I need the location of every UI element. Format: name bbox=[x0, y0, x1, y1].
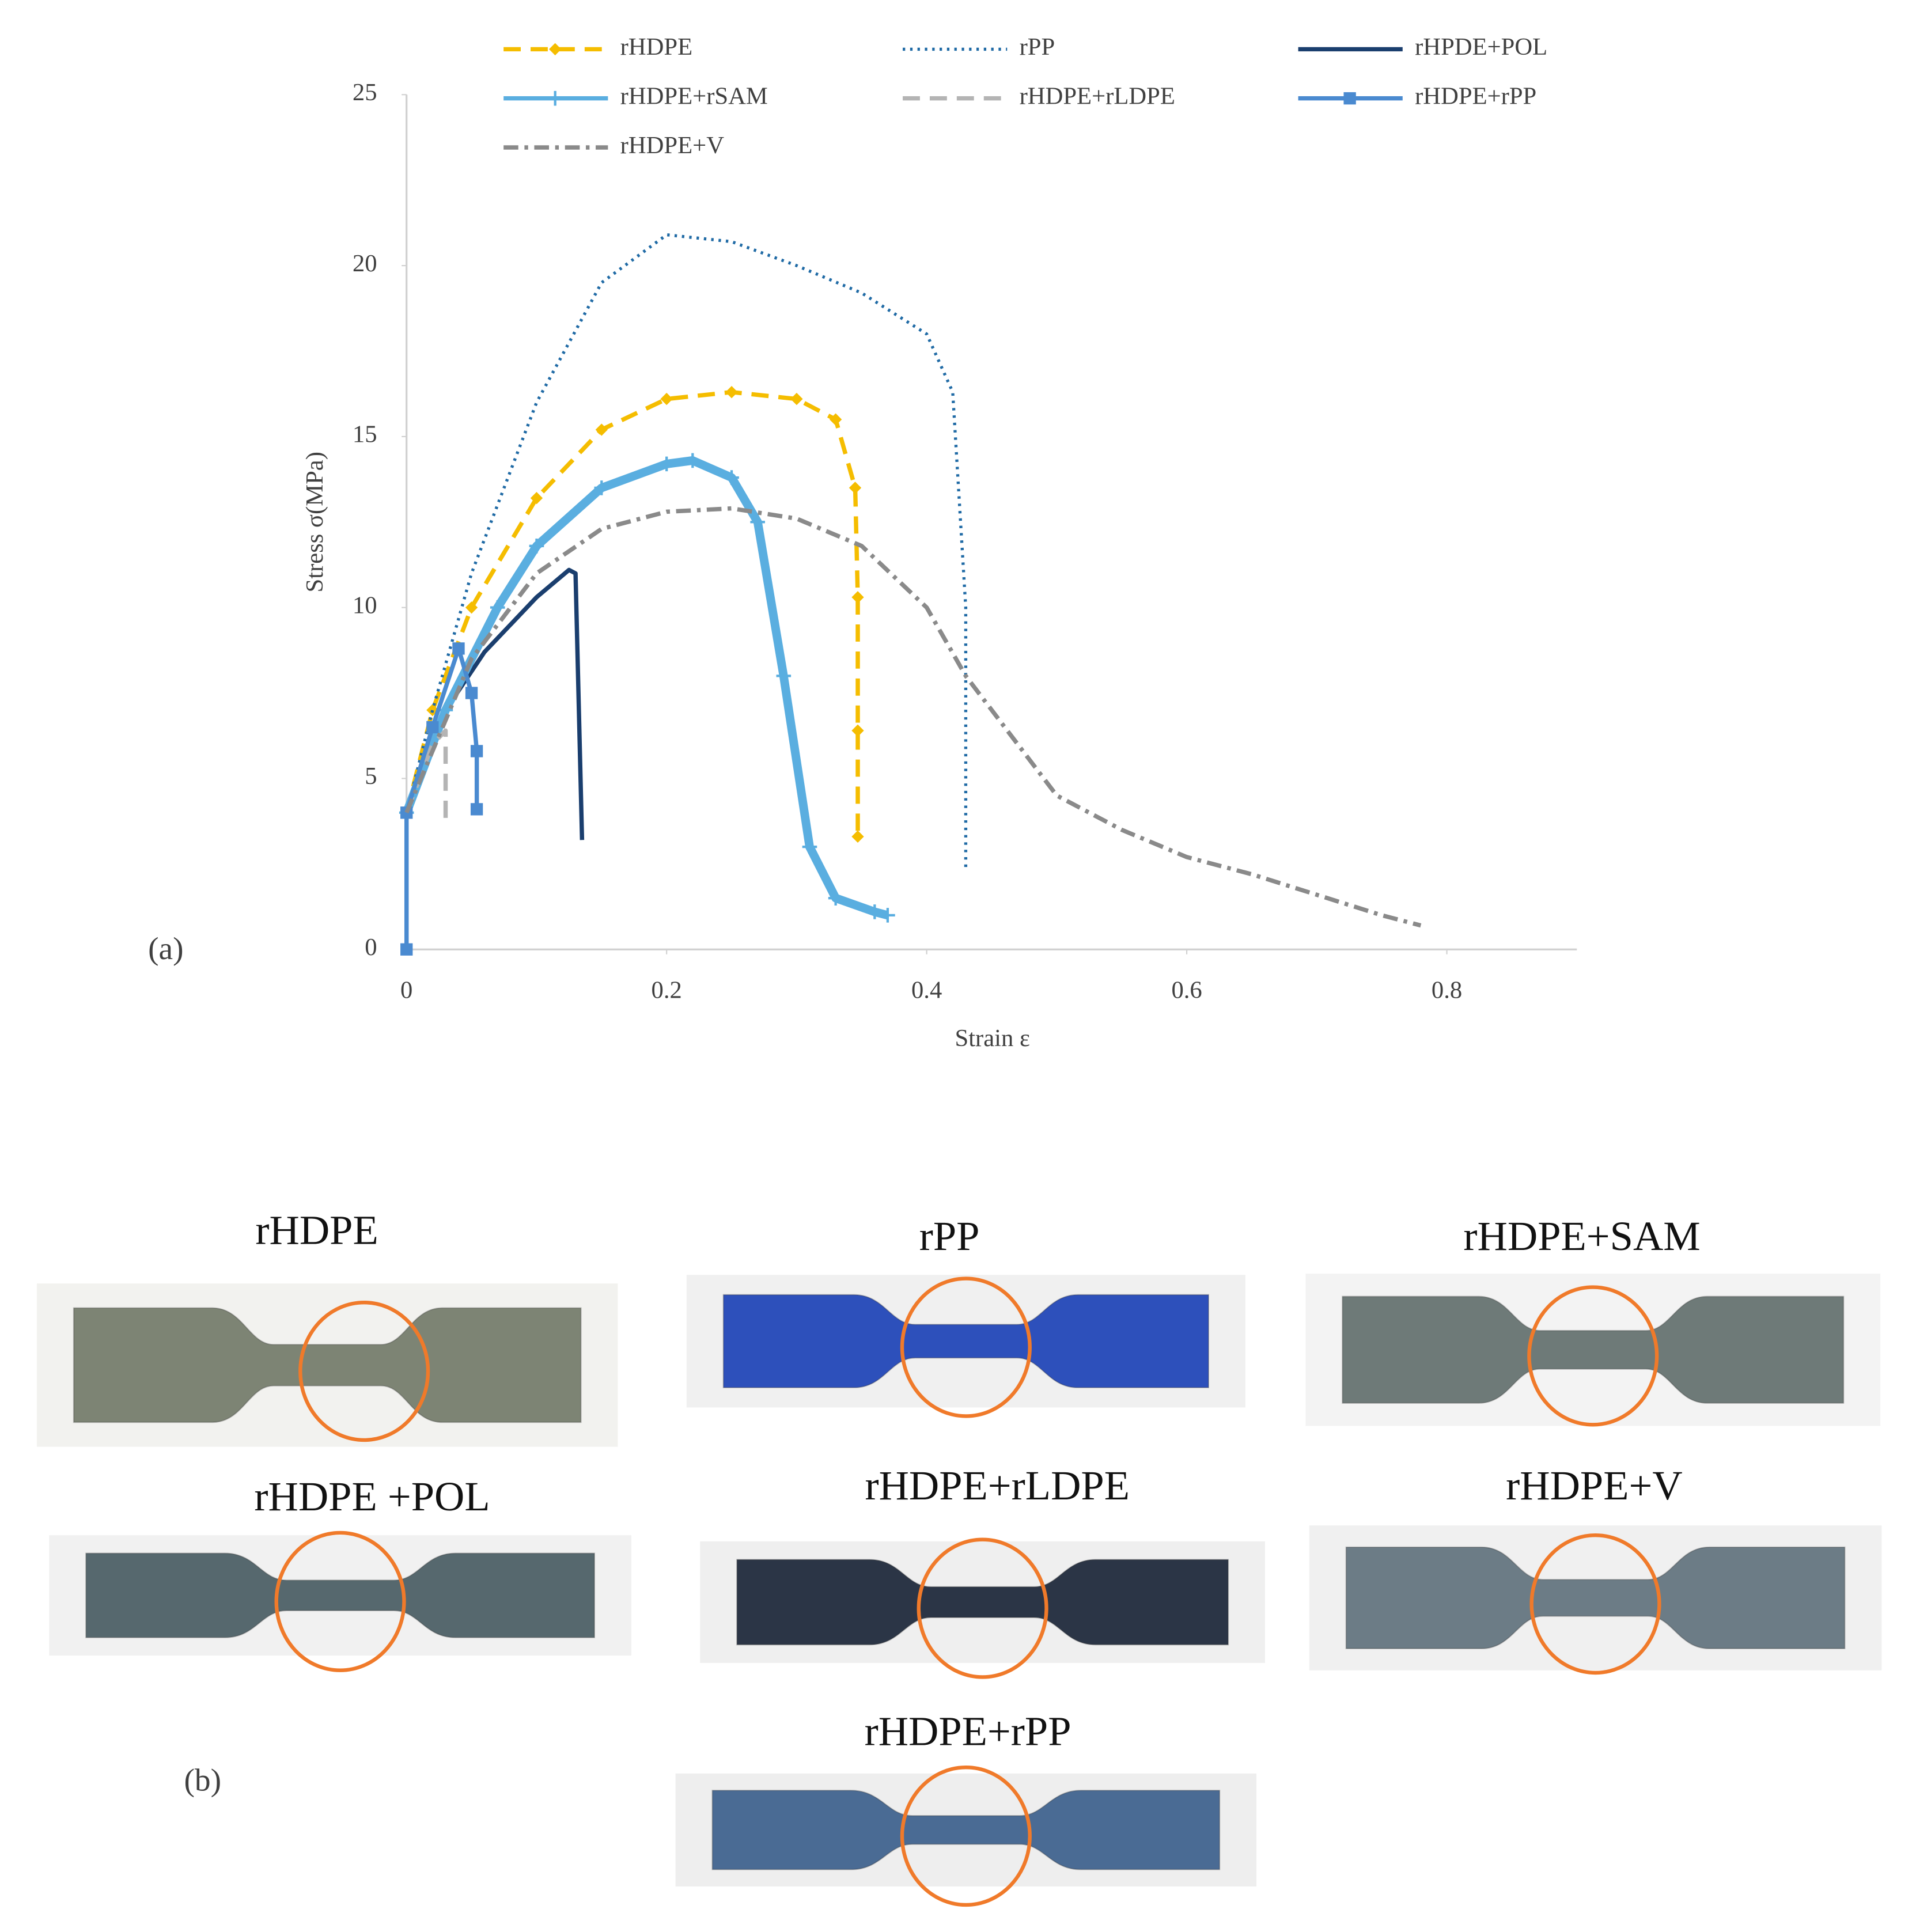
x-axis-title: Strain ε bbox=[955, 1025, 1030, 1052]
y-tick-label: 10 bbox=[353, 592, 377, 619]
series-line bbox=[402, 456, 889, 920]
fracture-circle bbox=[900, 1276, 1032, 1418]
marker bbox=[880, 908, 895, 923]
legend-label: rHDPE bbox=[620, 33, 693, 60]
legend-label: rHDPE+rPP bbox=[1415, 82, 1536, 109]
marker bbox=[470, 803, 483, 816]
fracture-circle bbox=[917, 1537, 1048, 1679]
panel-label: (b) bbox=[184, 1763, 221, 1798]
marker bbox=[851, 591, 864, 604]
marker bbox=[685, 453, 700, 468]
specimen bbox=[722, 1294, 1210, 1388]
y-axis-title: Stress σ(MPa) bbox=[301, 452, 328, 592]
marker bbox=[470, 745, 483, 757]
legend-marker bbox=[1343, 92, 1356, 105]
marker bbox=[465, 601, 478, 614]
legend-label: rHDPE+V bbox=[620, 132, 725, 159]
marker bbox=[790, 392, 803, 406]
marker bbox=[802, 839, 817, 854]
x-tick-label: 0.2 bbox=[652, 977, 682, 1004]
x-tick-label: 0.8 bbox=[1432, 977, 1462, 1004]
fracture-circle bbox=[274, 1531, 406, 1672]
marker bbox=[400, 943, 413, 956]
marker bbox=[829, 413, 842, 426]
marker bbox=[776, 668, 792, 684]
specimen-title: rHDPE bbox=[255, 1206, 378, 1253]
specimen bbox=[73, 1307, 582, 1423]
fracture-circle bbox=[1529, 1533, 1661, 1675]
legend-label: rHPDE+POL bbox=[1415, 33, 1547, 60]
specimen-title: rHDPE +POL bbox=[254, 1473, 490, 1520]
x-tick-label: 0 bbox=[400, 977, 412, 1004]
specimen-title: rHDPE+V bbox=[1506, 1462, 1683, 1509]
fracture-circle bbox=[900, 1765, 1032, 1907]
marker bbox=[828, 891, 843, 906]
specimen-title: rHDPE+rPP bbox=[865, 1707, 1071, 1754]
y-tick-label: 20 bbox=[353, 250, 377, 277]
specimen-title: rHDPE+rLDPE bbox=[865, 1462, 1130, 1509]
specimen bbox=[711, 1790, 1221, 1870]
fracture-circle bbox=[1527, 1285, 1659, 1427]
y-tick-label: 15 bbox=[353, 421, 377, 448]
series-line bbox=[404, 389, 860, 837]
y-tick-label: 0 bbox=[365, 934, 377, 961]
x-tick-label: 0.6 bbox=[1171, 977, 1202, 1004]
legend-marker bbox=[547, 90, 563, 106]
marker bbox=[452, 642, 465, 655]
specimen-title: rHDPE+SAM bbox=[1463, 1213, 1700, 1259]
marker bbox=[867, 904, 883, 919]
marker bbox=[530, 492, 543, 505]
y-tick-label: 25 bbox=[353, 79, 377, 106]
marker bbox=[725, 386, 738, 399]
series-line bbox=[405, 233, 968, 871]
marker bbox=[595, 423, 608, 436]
legend-marker bbox=[549, 43, 562, 56]
marker bbox=[849, 482, 862, 494]
marker bbox=[659, 456, 674, 472]
marker bbox=[750, 514, 765, 530]
marker bbox=[490, 600, 505, 615]
y-tick-label: 5 bbox=[365, 763, 377, 790]
fracture-circle bbox=[298, 1300, 430, 1442]
series-line bbox=[404, 506, 1422, 928]
x-tick-label: 0.4 bbox=[911, 977, 942, 1004]
marker bbox=[851, 724, 864, 737]
specimen bbox=[85, 1552, 595, 1638]
legend-label: rPP bbox=[1020, 33, 1055, 60]
marker bbox=[851, 830, 864, 843]
legend-label: rHDPE+rLDPE bbox=[1020, 82, 1175, 109]
legend-label: rHDPE+rSAM bbox=[620, 82, 768, 109]
marker bbox=[465, 687, 478, 699]
marker bbox=[724, 470, 739, 485]
marker bbox=[529, 539, 544, 554]
marker bbox=[426, 721, 439, 734]
specimen bbox=[1342, 1295, 1845, 1404]
marker bbox=[594, 480, 609, 495]
marker bbox=[660, 392, 673, 406]
specimen bbox=[736, 1559, 1229, 1646]
panel-label: (a) bbox=[148, 931, 184, 966]
specimen bbox=[1345, 1546, 1846, 1650]
specimen-title: rPP bbox=[919, 1213, 980, 1259]
